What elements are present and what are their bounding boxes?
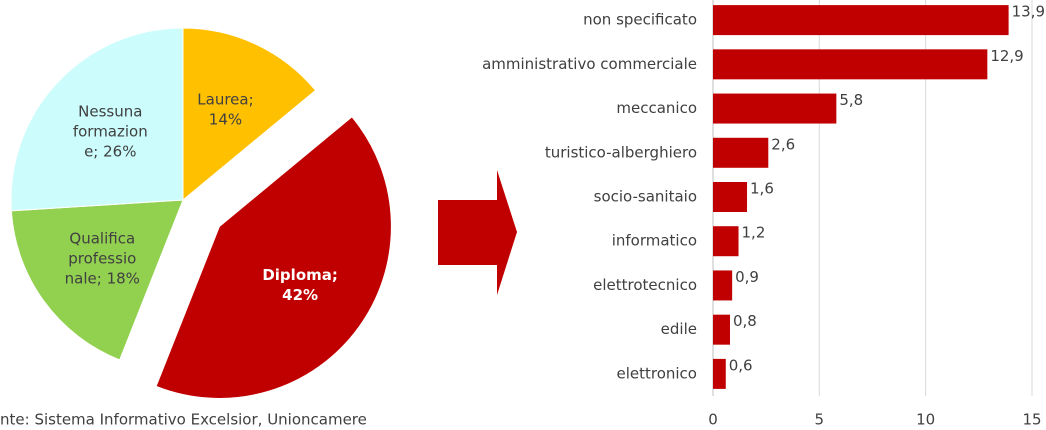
y-tick-label: amministrativo commerciale [482, 55, 697, 73]
bar [713, 49, 988, 80]
y-tick-label: informatico [612, 232, 697, 250]
x-tick-label: 10 [916, 411, 935, 429]
y-tick-label: meccanico [616, 99, 697, 117]
y-tick-label: elettronico [616, 364, 697, 382]
pie-slice [155, 116, 392, 399]
slice-label: Nessuna formazion e; 26% [73, 102, 148, 160]
arrow-body [438, 200, 497, 265]
bar [713, 93, 837, 124]
bar [713, 270, 733, 301]
value-label: 1,2 [742, 224, 766, 242]
value-label: 12,9 [990, 47, 1023, 65]
arrow [438, 170, 517, 295]
bar [713, 314, 731, 345]
x-tick-label: 5 [815, 411, 825, 429]
value-label: 0,9 [735, 268, 759, 286]
source-note: nte: Sistema Informativo Excelsior, Unio… [0, 411, 367, 429]
y-tick-label: elettrotecnico [593, 276, 697, 294]
bar [713, 226, 739, 257]
arrow-head [497, 170, 517, 295]
x-tick-label: 15 [1022, 411, 1041, 429]
value-label: 0,6 [729, 356, 753, 374]
bar [713, 182, 748, 212]
y-tick-label: socio-sanitaio [594, 188, 697, 206]
slice-label: Laurea; 14% [197, 90, 253, 128]
pie-slice [10, 27, 184, 212]
y-tick-label: turistico-alberghiero [545, 143, 697, 161]
bar [713, 358, 726, 389]
bar [713, 5, 1009, 36]
bar [713, 137, 769, 168]
value-label: 5,8 [839, 91, 863, 109]
value-label: 13,9 [1012, 3, 1045, 21]
y-tick-label: non specificato [583, 11, 697, 29]
x-tick-label: 0 [708, 411, 718, 429]
value-label: 0,8 [733, 312, 757, 330]
pie-slice [182, 27, 317, 202]
pie-slice [10, 199, 184, 361]
y-tick-label: edile [661, 320, 697, 338]
slice-label: Qualifica professio nale; 18% [65, 229, 140, 287]
value-label: 1,6 [750, 180, 774, 198]
slice-label: Diploma; 42% [262, 266, 338, 304]
value-label: 2,6 [771, 135, 795, 153]
